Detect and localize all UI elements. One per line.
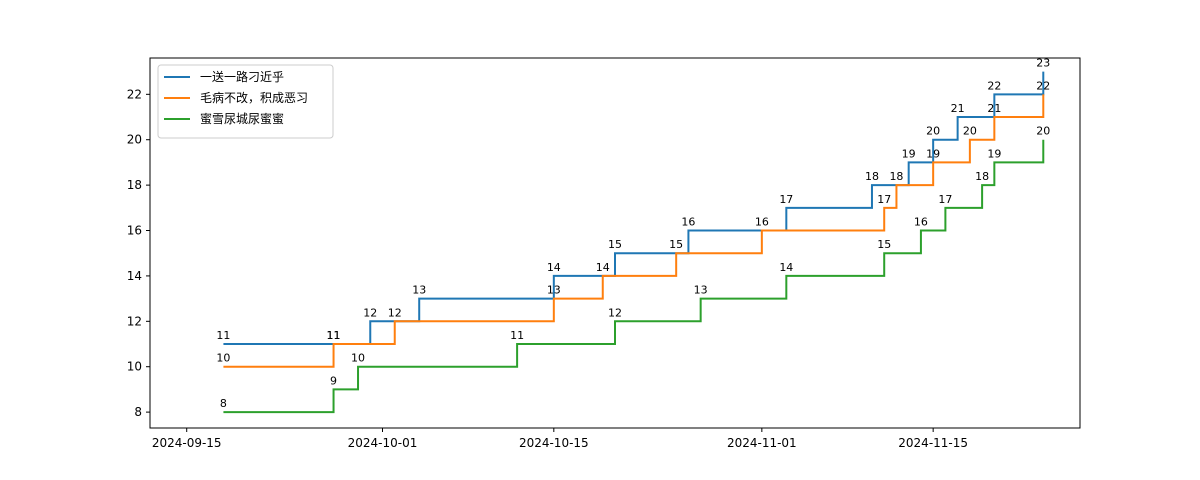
data-label-s2-0: 10: [216, 352, 230, 365]
y-tick-label-7: 22: [127, 87, 142, 101]
x-axis: 2024-09-15 2024-10-01 2024-10-15 2024-11-01…: [152, 428, 968, 450]
data-label-s2-19: 20: [963, 125, 977, 138]
y-axis: 8 10 12 14 16 18 20 22: [127, 87, 150, 419]
data-label-s3-21: 19: [987, 147, 1001, 160]
legend-box: [157, 64, 334, 139]
data-label-s2-10: 15: [669, 238, 683, 251]
data-label-s2-21: 21: [987, 102, 1001, 115]
data-label-s1-22: 22: [987, 79, 1001, 92]
data-label-s3-2: 9: [330, 374, 337, 387]
data-label-s1-18: 20: [926, 125, 940, 138]
legend-label-1: 一送一路刁近乎: [200, 69, 284, 84]
data-label-s2-4: 12: [388, 306, 402, 319]
data-label-s2-17: 19: [926, 147, 940, 160]
x-tick-label-1: 2024-10-01: [348, 436, 418, 450]
data-label-s3-20: 18: [975, 170, 989, 183]
y-tick-label-4: 16: [127, 224, 142, 238]
y-tick-label-1: 10: [127, 360, 142, 374]
data-label-s1-1: 11: [327, 329, 341, 342]
data-label-s2-23: 22: [1036, 79, 1050, 92]
data-label-s3-0: 8: [220, 397, 227, 410]
data-label-s3-16: 16: [914, 216, 928, 229]
data-label-s2-8: 14: [596, 261, 610, 274]
data-label-s1-10: 16: [681, 216, 695, 229]
data-label-s1-6: 14: [547, 261, 561, 274]
data-label-s3-18: 17: [938, 193, 952, 206]
data-label-s2-6: 13: [547, 284, 561, 297]
data-label-s1-4: 13: [412, 284, 426, 297]
x-tick-label-3: 2024-11-01: [727, 436, 797, 450]
data-label-s3-23: 20: [1036, 125, 1050, 138]
x-tick-label-2: 2024-10-15: [519, 436, 589, 450]
data-label-s3-12: 14: [779, 261, 793, 274]
y-tick-label-5: 18: [127, 178, 142, 192]
data-label-s1-8: 15: [608, 238, 622, 251]
series-line-2: [223, 94, 1045, 368]
data-label-s3-8: 12: [608, 306, 622, 319]
data-label-s3-14: 15: [877, 238, 891, 251]
data-label-s1-14: 18: [865, 170, 879, 183]
data-label-s1-12: 17: [779, 193, 793, 206]
legend-label-3: 蜜雪尿城尿蜜蜜: [200, 111, 284, 126]
series-line-3: [223, 139, 1045, 414]
data-label-s3-10: 13: [694, 284, 708, 297]
data-label-s1-16: 19: [902, 147, 916, 160]
x-tick-label-0: 2024-09-15: [152, 436, 222, 450]
y-tick-label-3: 14: [127, 269, 142, 283]
plot-area-frame: [149, 57, 1081, 429]
data-label-s3-4: 10: [351, 352, 365, 365]
data-label-s1-20: 21: [951, 102, 965, 115]
x-tick-label-4: 2024-11-15: [898, 436, 968, 450]
y-tick-label-2: 12: [127, 314, 142, 328]
data-label-s1-0: 11: [216, 329, 230, 342]
y-tick-label-6: 20: [127, 133, 142, 147]
data-label-s2-15: 18: [889, 170, 903, 183]
data-label-s2-2: 11: [327, 329, 341, 342]
data-label-s1-24: 23: [1036, 57, 1050, 70]
series-layer: [223, 71, 1045, 414]
y-tick-label-0: 8: [134, 405, 142, 419]
legend-label-2: 毛病不改，积成恶习: [200, 90, 308, 105]
data-label-s2-14: 17: [877, 193, 891, 206]
series-line-1: [223, 71, 1045, 346]
data-label-s3-6: 11: [510, 329, 524, 342]
data-label-s1-2: 12: [363, 306, 377, 319]
data-labels-layer: 11 11 12 13 14 15 16 17 18 19 20 21 22 23 10 11 12 13 14 15…: [216, 57, 1050, 410]
data-label-s2-12: 16: [755, 216, 769, 229]
